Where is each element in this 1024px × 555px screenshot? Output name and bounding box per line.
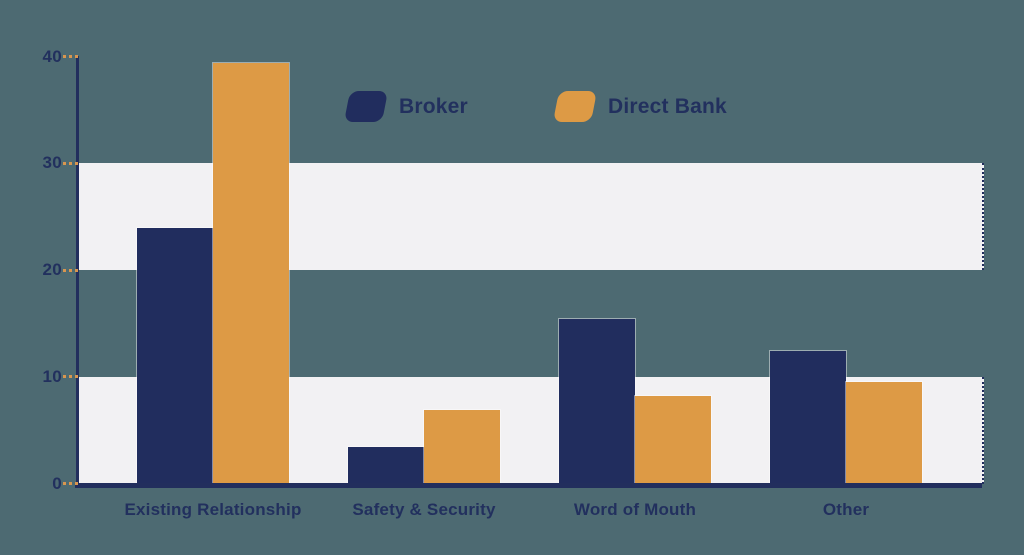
- bar-direct-bank-safety-security: [424, 409, 500, 484]
- direct-bank-swatch-icon: [552, 91, 598, 122]
- bar-direct-bank-word-of-mouth: [635, 395, 711, 484]
- category-label-other: Other: [822, 500, 870, 519]
- bar-direct-bank-existing-relationship: [213, 62, 289, 484]
- y-tick-mark-20: [63, 268, 78, 272]
- bar-broker-existing-relationship: [137, 228, 213, 484]
- category-label-existing-relationship: Existing Relationship: [124, 500, 302, 519]
- x-axis-line: [75, 483, 982, 488]
- bar-direct-bank-other: [846, 382, 922, 484]
- broker-swatch-icon: [343, 91, 389, 122]
- legend-label-direct-bank: Direct Bank: [608, 94, 727, 118]
- y-tick-mark-30: [63, 161, 78, 165]
- y-tick-mark-10: [63, 375, 78, 379]
- y-tick-label-40: 40: [42, 46, 62, 66]
- bar-broker-other: [770, 351, 846, 484]
- category-label-word-of-mouth: Word of Mouth: [573, 500, 697, 519]
- y-tick-label-20: 20: [42, 260, 62, 279]
- y-tick-mark-40: [63, 55, 78, 58]
- y-tick-mark-0: [63, 482, 78, 485]
- legend-label-broker: Broker: [399, 94, 468, 118]
- category-label-safety-security: Safety & Security: [352, 500, 496, 519]
- legend-item-direct-bank: Direct Bank: [552, 91, 727, 122]
- bar-broker-word-of-mouth: [559, 319, 635, 484]
- bar-broker-safety-security: [348, 447, 424, 484]
- y-tick-label-10: 10: [42, 366, 62, 386]
- legend-item-broker: Broker: [343, 91, 468, 122]
- y-tick-label-0: 0: [52, 473, 62, 493]
- y-tick-label-30: 30: [42, 153, 62, 173]
